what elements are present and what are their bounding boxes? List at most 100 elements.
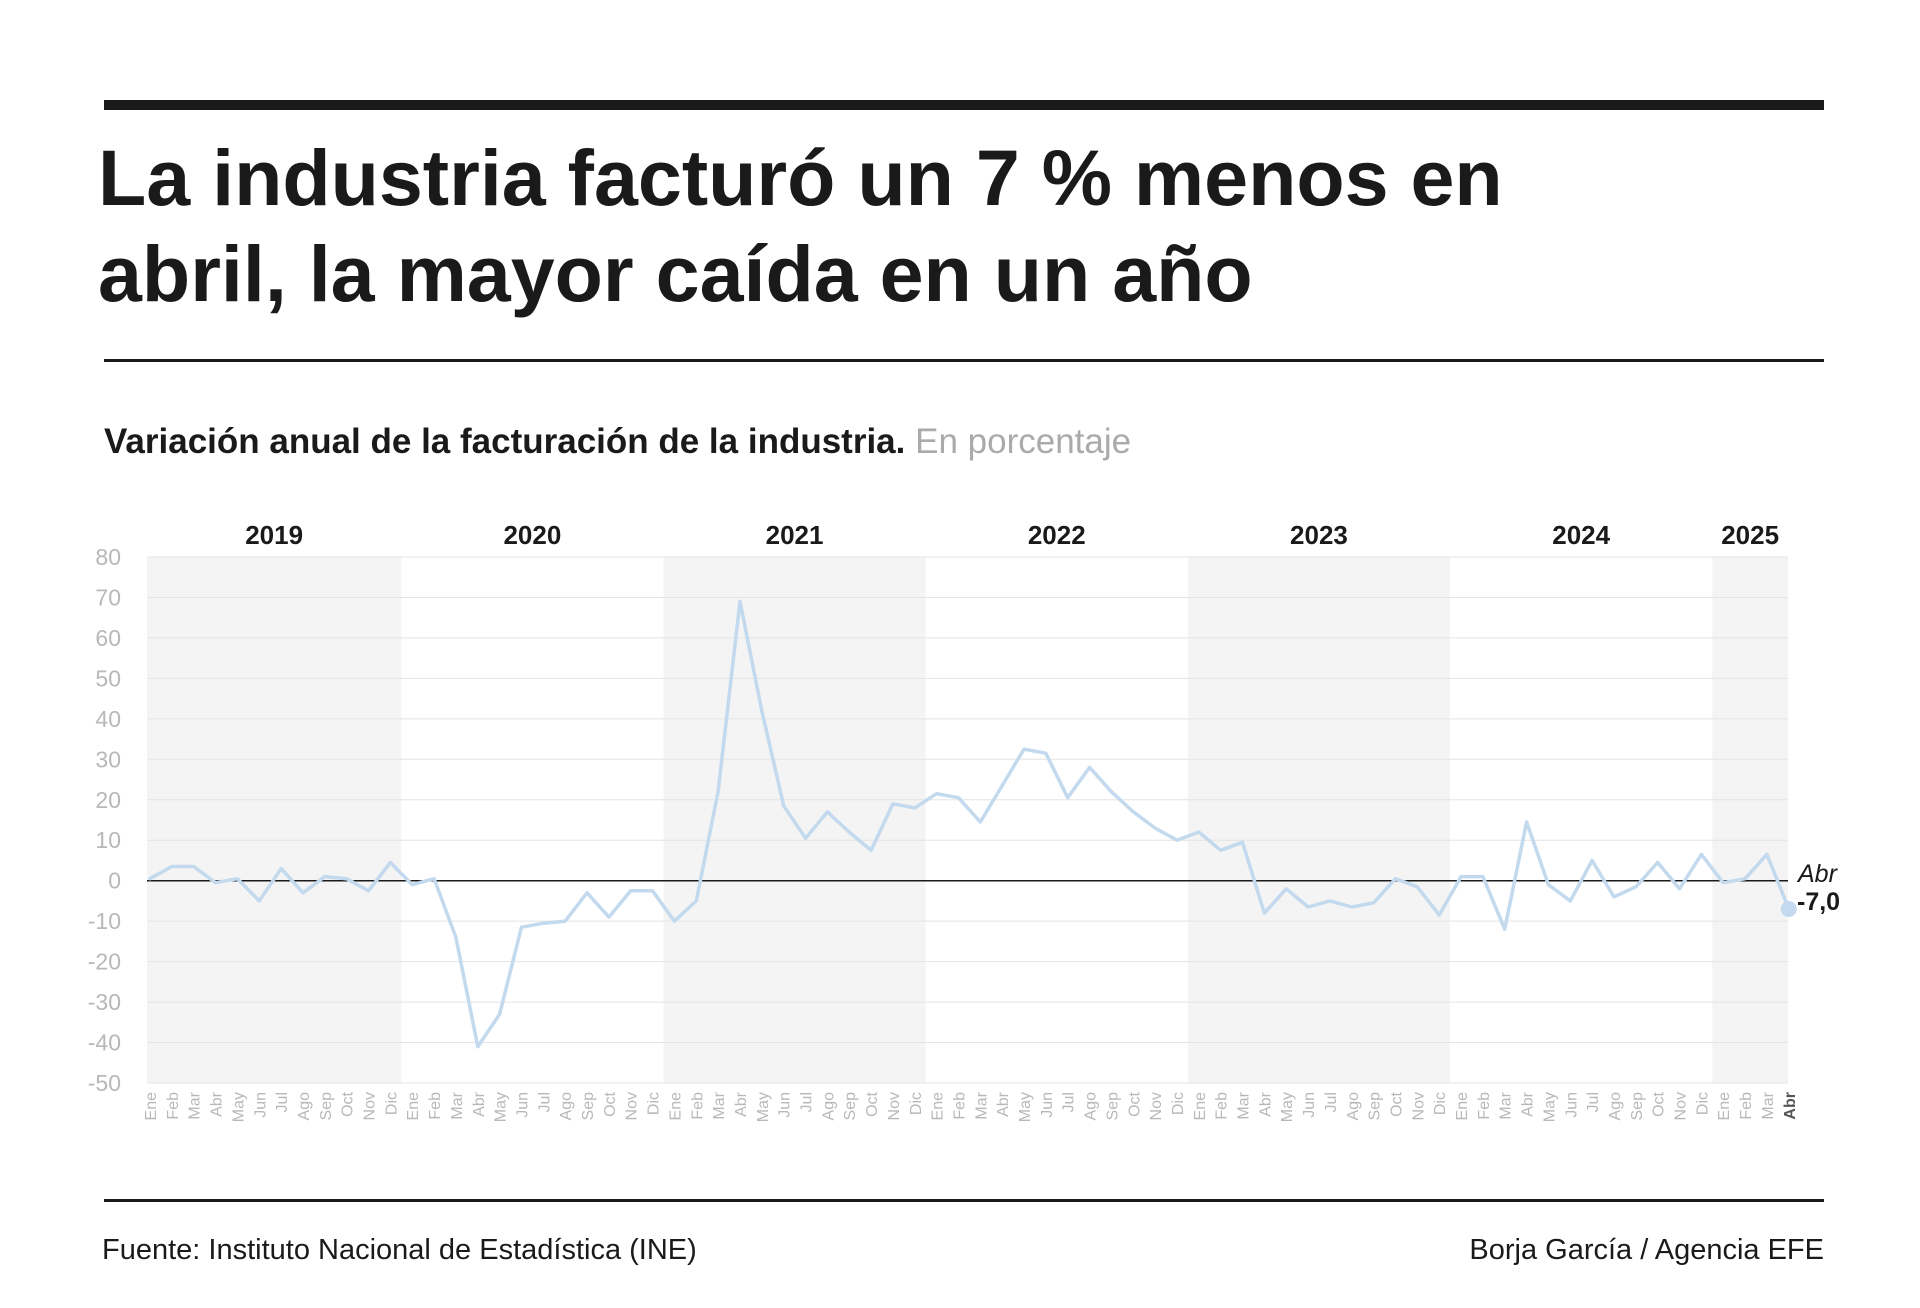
line-chart: 80 70 60 50 40 30 20 10 0 -10 -20 -30 -40 -50 2019 202…	[88, 520, 1840, 1122]
x-tick-label: Ene	[405, 1092, 422, 1121]
x-tick-label: Dic	[1432, 1092, 1449, 1115]
x-tick-label: Ago	[296, 1092, 313, 1121]
x-tick-label: Dic	[1694, 1092, 1711, 1115]
x-tick-label: Abr	[995, 1091, 1012, 1117]
y-tick-label: -50	[88, 1070, 121, 1096]
x-tick-label: Jul	[1323, 1092, 1340, 1112]
page-title: La industria facturó un 7 % menos en abr…	[98, 133, 1503, 318]
x-tick-label: Jul	[274, 1092, 291, 1112]
x-tick-label: Mar	[973, 1091, 990, 1119]
x-tick-label: Sep	[580, 1092, 597, 1121]
x-tick-label: Ago	[1607, 1092, 1624, 1121]
y-tick-label: 10	[95, 827, 121, 853]
x-tick-label: Ene	[1454, 1092, 1471, 1121]
y-tick-label: 20	[95, 787, 121, 813]
x-tick-label: Dic	[1170, 1092, 1187, 1115]
x-tick-label: May	[1279, 1092, 1296, 1122]
x-tick-label: Nov	[1673, 1092, 1690, 1120]
title-divider	[104, 359, 1824, 362]
x-tick-label: Sep	[1629, 1092, 1646, 1121]
x-tick-label: Nov	[1148, 1092, 1165, 1120]
y-tick-label: -20	[88, 949, 121, 975]
x-tick-label: Feb	[1476, 1092, 1493, 1120]
x-axis-ticks: Ene Feb Mar Abr May Jun Jul Ago Sep Oct Nov Dic Ene F…	[143, 1091, 1799, 1122]
chart-subtitle-unit: En porcentaje	[915, 422, 1132, 461]
y-tick-label: 50	[95, 665, 121, 691]
x-tick-label: Jul	[1585, 1092, 1602, 1112]
y-tick-label: -10	[88, 908, 121, 934]
year-label: 2020	[503, 520, 561, 550]
x-tick-label: Ene	[930, 1092, 947, 1121]
x-tick-label: Nov	[362, 1092, 379, 1120]
year-band	[147, 557, 402, 1083]
y-tick-label: 0	[108, 868, 121, 894]
x-tick-label: May	[1541, 1092, 1558, 1122]
year-band	[1712, 557, 1788, 1083]
y-tick-label: 80	[95, 544, 121, 570]
x-tick-label: Dic	[383, 1092, 400, 1115]
x-tick-label: Feb	[165, 1092, 182, 1120]
credit-note: Borja García / Agencia EFE	[1469, 1234, 1824, 1266]
x-tick-label: Feb	[427, 1092, 444, 1120]
x-tick-label: Mar	[1760, 1091, 1777, 1119]
x-tick-label: Jun	[1039, 1092, 1056, 1118]
source-note: Fuente: Instituto Nacional de Estadístic…	[102, 1234, 697, 1266]
x-tick-label: Oct	[1388, 1091, 1405, 1116]
x-tick-label: Oct	[1651, 1091, 1668, 1116]
x-tick-label: Mar	[1498, 1091, 1515, 1119]
top-rule	[104, 100, 1824, 110]
x-tick-label: Feb	[951, 1092, 968, 1120]
x-tick-label: Oct	[864, 1091, 881, 1116]
x-tick-label: Jul	[1061, 1092, 1078, 1112]
x-tick-label: Oct	[340, 1091, 357, 1116]
chart-subtitle: Variación anual de la facturación de la …	[104, 420, 1131, 464]
x-tick-label: Nov	[1410, 1092, 1427, 1120]
y-tick-label: 40	[95, 706, 121, 732]
year-label: 2019	[245, 520, 303, 550]
x-tick-label: Mar	[449, 1091, 466, 1119]
x-tick-label: Ago	[1345, 1092, 1362, 1121]
x-tick-label: Sep	[1104, 1092, 1121, 1121]
year-label: 2022	[1028, 520, 1086, 550]
y-tick-label: -30	[88, 989, 121, 1015]
x-tick-label: Ene	[1192, 1092, 1209, 1121]
x-tick-label: Feb	[689, 1092, 706, 1120]
x-tick-label: Nov	[624, 1092, 641, 1120]
x-tick-label: Oct	[1126, 1091, 1143, 1116]
x-tick-label: Abr	[1520, 1091, 1537, 1117]
y-tick-label: 30	[95, 746, 121, 772]
x-tick-label: Mar	[711, 1091, 728, 1119]
year-label: 2021	[766, 520, 824, 550]
chart-subtitle-main: Variación anual de la facturación de la …	[104, 422, 906, 461]
x-tick-label: Sep	[318, 1092, 335, 1121]
x-tick-label: Oct	[602, 1091, 619, 1116]
x-tick-label: Nov	[886, 1092, 903, 1120]
annotation-month: Abr	[1796, 860, 1839, 888]
x-tick-label: Jul	[799, 1092, 816, 1112]
last-point-marker	[1780, 901, 1797, 918]
y-tick-label: 60	[95, 625, 121, 651]
annotation-value: -7,0	[1797, 888, 1840, 916]
year-bands	[147, 557, 1788, 1083]
x-tick-label: Mar	[1236, 1091, 1253, 1119]
x-tick-label: Jun	[252, 1092, 269, 1118]
x-tick-label: May	[230, 1092, 247, 1122]
x-tick-label: Ene	[143, 1092, 160, 1121]
x-tick-label: Sep	[842, 1092, 859, 1121]
x-tick-label: Feb	[1214, 1092, 1231, 1120]
x-tick-label: Ene	[1716, 1092, 1733, 1121]
x-tick-label: Jun	[514, 1092, 531, 1118]
series-line	[148, 599, 1791, 1049]
year-labels: 2019 2020 2021 2022 2023 2024 2025	[245, 520, 1779, 550]
x-tick-label: Sep	[1367, 1092, 1384, 1121]
year-label: 2025	[1721, 520, 1779, 550]
x-tick-label: Feb	[1738, 1092, 1755, 1120]
x-tick-label: Dic	[908, 1092, 925, 1115]
x-tick-label: May	[493, 1092, 510, 1122]
x-tick-label: Ene	[667, 1092, 684, 1121]
year-band	[1187, 557, 1451, 1083]
x-tick-label: Mar	[187, 1091, 204, 1119]
x-tick-label: Jun	[777, 1092, 794, 1118]
x-tick-label: May	[1017, 1092, 1034, 1122]
x-tick-label: Ago	[558, 1092, 575, 1121]
